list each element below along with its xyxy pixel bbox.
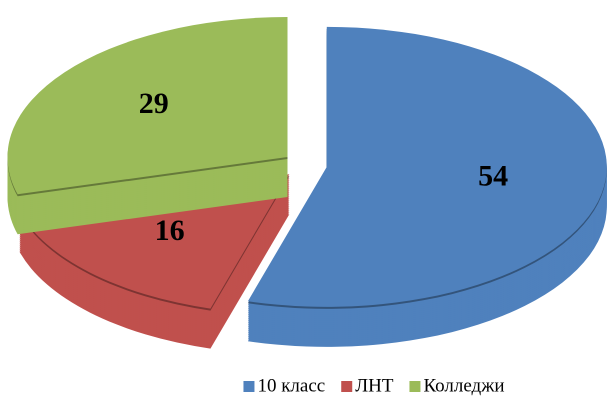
pie-slice — [7, 17, 288, 235]
value-label: 29 — [139, 87, 169, 120]
legend-swatch — [341, 381, 353, 392]
value-label: 54 — [478, 160, 508, 193]
value-label: 16 — [155, 214, 185, 247]
legend-swatch — [409, 381, 421, 392]
legend-swatch — [243, 381, 255, 392]
legend-label: 10 класс — [257, 375, 325, 396]
slice-top — [7, 17, 288, 195]
slice-top — [247, 26, 607, 307]
pie-slice — [247, 26, 607, 347]
legend-label: ЛНТ — [355, 375, 394, 396]
legend-label: Колледжи — [423, 375, 504, 396]
